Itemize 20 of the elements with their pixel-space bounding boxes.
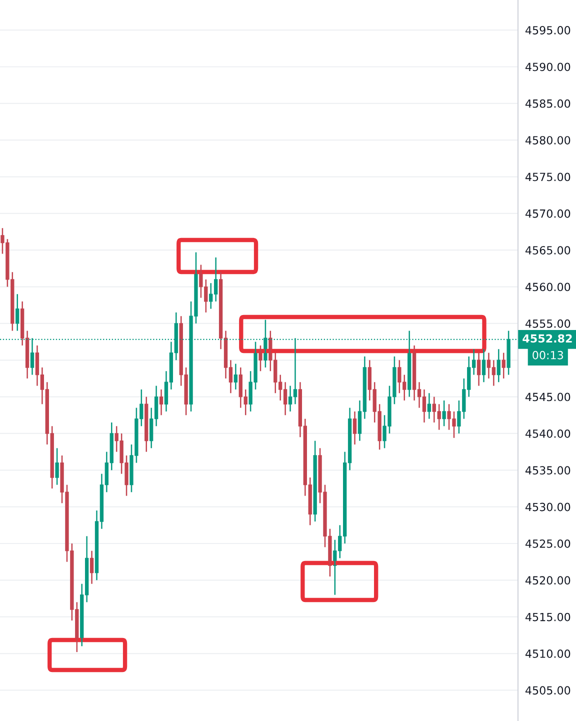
y-tick-label: 4575.00 (525, 172, 570, 182)
y-tick-label: 4520.00 (525, 576, 570, 585)
y-tick-label: 4545.00 (525, 392, 570, 402)
y-tick-label: 4510.00 (525, 649, 570, 658)
y-tick-label: 4505.00 (525, 686, 570, 695)
text: 00:13 (532, 350, 564, 360)
y-tick-label: 4540.00 (525, 429, 570, 438)
y-tick-label: 4590.00 (525, 62, 570, 72)
y-tick-label: 4585.00 (525, 99, 570, 108)
y-tick-label: 4560.00 (525, 282, 570, 292)
ref-line-label: 4552.82 (522, 334, 572, 343)
y-tick-label: 4565.00 (525, 246, 570, 254)
y-tick-label: 4570.00 (525, 209, 570, 218)
y-tick-label: 4535.00 (525, 466, 570, 475)
y-tick-label: 4580.00 (525, 136, 570, 144)
y-tick-label: 4530.00 (525, 502, 570, 512)
y-tick-label: 4515.00 (525, 612, 570, 622)
y-tick-label: 4555.00 (525, 319, 570, 328)
y-tick-label: 4595.00 (525, 26, 570, 34)
y-tick-label: 4525.00 (525, 539, 570, 548)
